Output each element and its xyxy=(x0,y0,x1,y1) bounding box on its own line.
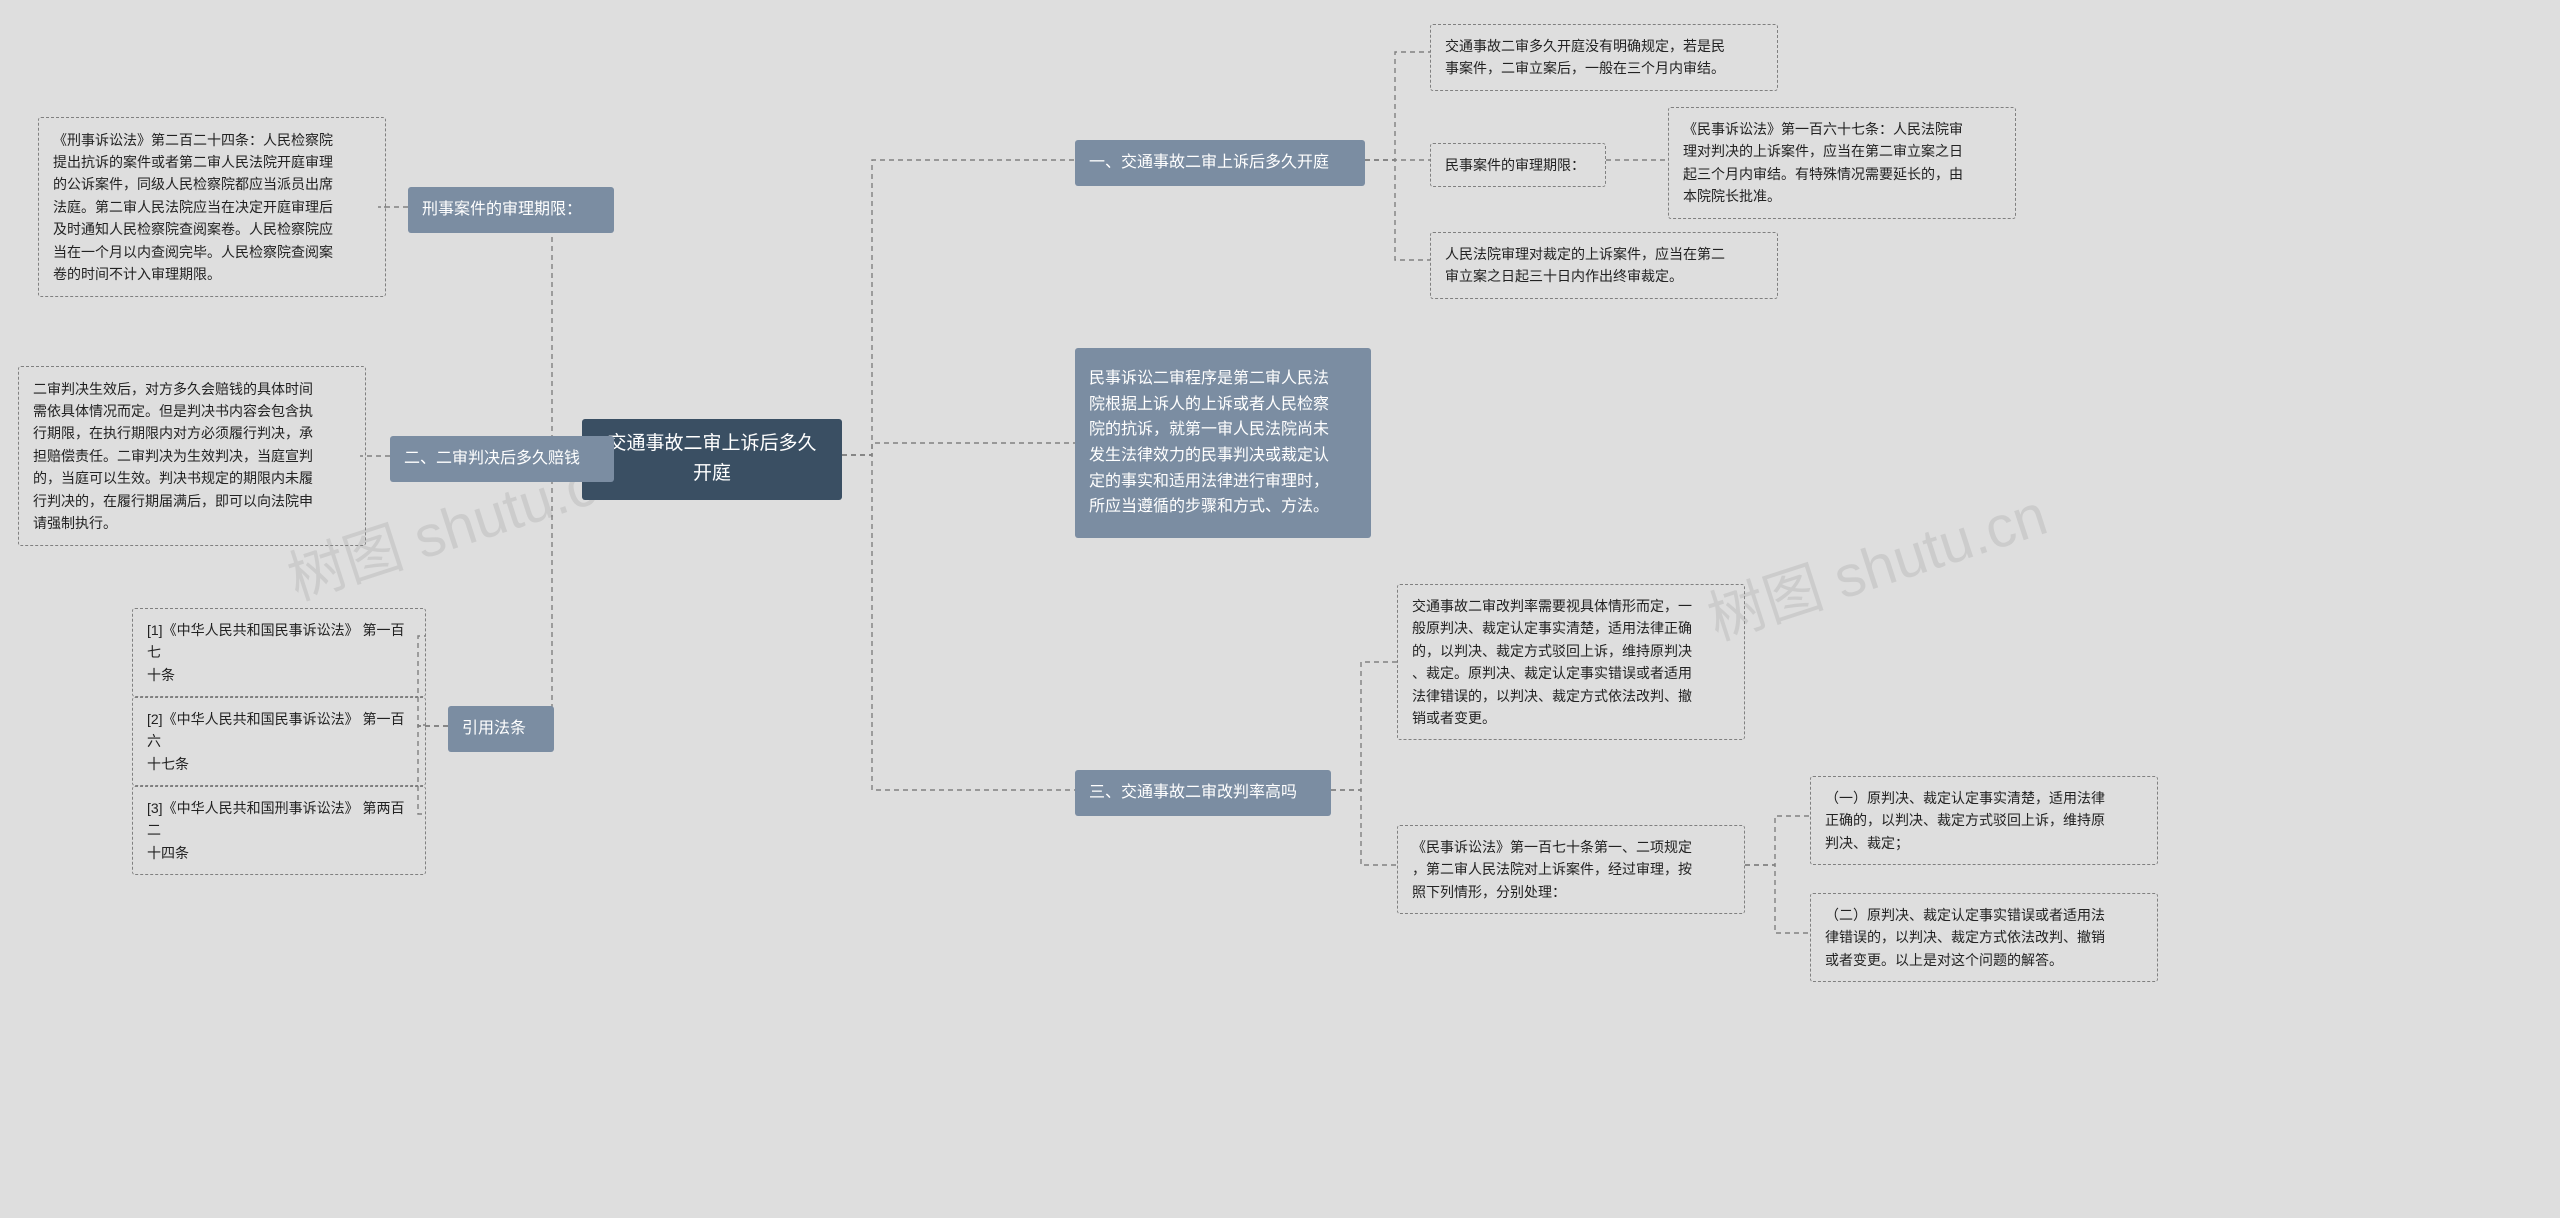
node-l3a: [1]《中华人民共和国民事诉讼法》 第一百七 十条 xyxy=(132,608,426,697)
node-r1b: 民事案件的审理期限： xyxy=(1430,143,1606,187)
node-r1: 一、交通事故二审上诉后多久开庭 xyxy=(1075,140,1365,186)
node-text: 二、二审判决后多久赔钱 xyxy=(404,446,600,472)
edge xyxy=(842,160,1075,455)
node-text: （二）原判决、裁定认定事实错误或者适用法 律错误的，以判决、裁定方式依法改判、撤… xyxy=(1825,904,2143,971)
node-center: 交通事故二审上诉后多久 开庭 xyxy=(582,419,842,500)
node-r3b1: （一）原判决、裁定认定事实清楚，适用法律 正确的，以判决、裁定方式驳回上诉，维持… xyxy=(1810,776,2158,865)
node-l2a: 二审判决生效后，对方多久会赔钱的具体时间 需依具体情况而定。但是判决书内容会包含… xyxy=(18,366,366,546)
node-r3b: 《民事诉讼法》第一百七十条第一、二项规定 ，第二审人民法院对上诉案件，经过审理，… xyxy=(1397,825,1745,914)
node-r1c: 人民法院审理对裁定的上诉案件，应当在第二 审立案之日起三十日内作出终审裁定。 xyxy=(1430,232,1778,299)
node-r1b1: 《民事诉讼法》第一百六十七条：人民法院审 理对判决的上诉案件，应当在第二审立案之… xyxy=(1668,107,2016,219)
edge xyxy=(1331,662,1397,790)
node-text: 《民事诉讼法》第一百七十条第一、二项规定 ，第二审人民法院对上诉案件，经过审理，… xyxy=(1412,836,1730,903)
edge xyxy=(552,455,582,726)
node-text: 《民事诉讼法》第一百六十七条：人民法院审 理对判决的上诉案件，应当在第二审立案之… xyxy=(1683,118,2001,208)
edge xyxy=(1745,865,1810,933)
node-text: （一）原判决、裁定认定事实清楚，适用法律 正确的，以判决、裁定方式驳回上诉，维持… xyxy=(1825,787,2143,854)
node-r1a: 交通事故二审多久开庭没有明确规定，若是民 事案件，二审立案后，一般在三个月内审结… xyxy=(1430,24,1778,91)
edge xyxy=(552,207,614,455)
node-r2: 民事诉讼二审程序是第二审人民法 院根据上诉人的上诉或者人民检察 院的抗诉，就第一… xyxy=(1075,348,1371,538)
node-l3c: [3]《中华人民共和国刑事诉讼法》 第两百二 十四条 xyxy=(132,786,426,875)
node-text: 人民法院审理对裁定的上诉案件，应当在第二 审立案之日起三十日内作出终审裁定。 xyxy=(1445,243,1763,288)
node-text: 一、交通事故二审上诉后多久开庭 xyxy=(1089,150,1351,176)
node-l3b: [2]《中华人民共和国民事诉讼法》 第一百六 十七条 xyxy=(132,697,426,786)
node-text: 《刑事诉讼法》第二百二十四条：人民检察院 提出抗诉的案件或者第二审人民法院开庭审… xyxy=(53,129,371,286)
edge xyxy=(842,443,1075,455)
node-l2: 二、二审判决后多久赔钱 xyxy=(390,436,614,482)
node-l1a: 《刑事诉讼法》第二百二十四条：人民检察院 提出抗诉的案件或者第二审人民法院开庭审… xyxy=(38,117,386,297)
node-text: 刑事案件的审理期限： xyxy=(422,197,600,223)
node-l1: 刑事案件的审理期限： xyxy=(408,187,614,233)
node-r3b2: （二）原判决、裁定认定事实错误或者适用法 律错误的，以判决、裁定方式依法改判、撤… xyxy=(1810,893,2158,982)
node-text: 民事案件的审理期限： xyxy=(1445,154,1591,176)
node-text: 引用法条 xyxy=(462,716,540,742)
node-text: 交通事故二审改判率需要视具体情形而定，一 般原判决、裁定认定事实清楚，适用法律正… xyxy=(1412,595,1730,729)
node-text: [1]《中华人民共和国民事诉讼法》 第一百七 十条 xyxy=(147,619,411,686)
node-text: 三、交通事故二审改判率高吗 xyxy=(1089,780,1317,806)
node-text: [2]《中华人民共和国民事诉讼法》 第一百六 十七条 xyxy=(147,708,411,775)
mindmap-canvas: 树图 shutu.cn树图 shutu.cn交通事故二审上诉后多久 开庭一、交通… xyxy=(0,0,2560,1218)
node-text: 二审判决生效后，对方多久会赔钱的具体时间 需依具体情况而定。但是判决书内容会包含… xyxy=(33,378,351,535)
node-r3a: 交通事故二审改判率需要视具体情形而定，一 般原判决、裁定认定事实清楚，适用法律正… xyxy=(1397,584,1745,740)
watermark: 树图 shutu.cn xyxy=(1696,468,2056,656)
edge xyxy=(1365,160,1430,260)
edge xyxy=(1745,816,1810,865)
node-r3: 三、交通事故二审改判率高吗 xyxy=(1075,770,1331,816)
edge xyxy=(1331,790,1397,865)
node-text: 交通事故二审多久开庭没有明确规定，若是民 事案件，二审立案后，一般在三个月内审结… xyxy=(1445,35,1763,80)
edge xyxy=(842,455,1075,790)
node-l3: 引用法条 xyxy=(448,706,554,752)
edge xyxy=(1365,52,1430,160)
node-text: 交通事故二审上诉后多久 开庭 xyxy=(596,429,828,490)
node-text: 民事诉讼二审程序是第二审人民法 院根据上诉人的上诉或者人民检察 院的抗诉，就第一… xyxy=(1089,366,1357,520)
node-text: [3]《中华人民共和国刑事诉讼法》 第两百二 十四条 xyxy=(147,797,411,864)
